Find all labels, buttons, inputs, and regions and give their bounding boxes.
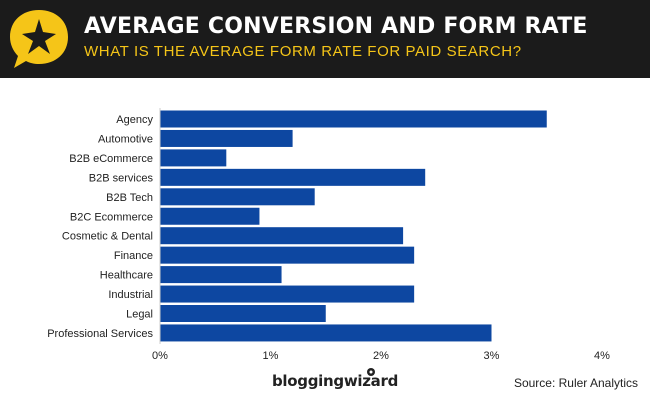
x-tick-label: 3% (484, 350, 500, 362)
wizard-dot-icon (367, 368, 375, 376)
bar (160, 324, 492, 342)
bar (160, 305, 326, 322)
bar (160, 149, 227, 167)
bars (160, 110, 547, 342)
category-label: Legal (126, 309, 153, 321)
category-label: B2C Ecommerce (70, 211, 153, 223)
category-label: B2B eCommerce (69, 153, 153, 165)
category-label: Automotive (98, 133, 153, 145)
bar (160, 129, 293, 147)
bar (160, 188, 315, 206)
bar (160, 168, 426, 186)
category-label: Cosmetic & Dental (62, 231, 153, 243)
bar (160, 227, 404, 245)
category-label: Finance (114, 250, 153, 262)
x-tick-label: 1% (263, 350, 279, 362)
x-tick-label: 2% (373, 350, 389, 362)
source-note: Source: Ruler Analytics (513, 376, 638, 390)
bar-chart: Agency Automotive B2B eCommerce B2B service… (47, 108, 610, 362)
x-tick-labels: 0% 1% 2% 3% 4% (152, 350, 610, 362)
bar (160, 246, 415, 264)
bar (160, 207, 260, 225)
category-label: Industrial (108, 289, 153, 301)
header-banner: AVERAGE CONVERSION AND FORM RATE WHAT IS… (0, 0, 650, 78)
category-label: B2B Tech (106, 192, 153, 204)
page-subtitle: WHAT IS THE AVERAGE FORM RATE FOR PAID S… (84, 43, 522, 60)
category-label: Agency (116, 114, 153, 126)
bar (160, 110, 547, 128)
category-labels: Agency Automotive B2B eCommerce B2B service… (47, 114, 153, 340)
category-label: Professional Services (47, 328, 153, 340)
page-title: AVERAGE CONVERSION AND FORM RATE (84, 14, 588, 39)
bar (160, 285, 415, 303)
star-speech-bubble-icon (10, 10, 68, 68)
x-tick-label: 4% (594, 350, 610, 362)
brand-logo: bloggingwizard (272, 372, 399, 390)
x-tick-label: 0% (152, 350, 168, 362)
category-label: Healthcare (100, 270, 153, 282)
category-label: B2B services (89, 172, 154, 184)
bar (160, 266, 282, 284)
